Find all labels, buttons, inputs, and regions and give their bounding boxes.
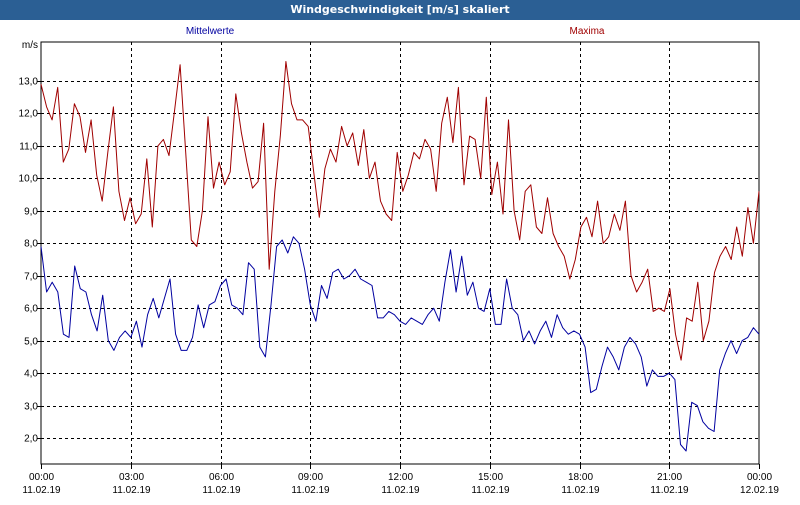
x-tick-labels: 00:00 11.02.19 03:00 11.02.19 06:00 11.02.19 0… (22, 472, 779, 496)
y-tick-label: 3,0 (24, 402, 38, 413)
window-title: Windgeschwindigkeit [m/s] skaliert (0, 0, 800, 20)
x-tick-date: 11.02.19 (650, 485, 689, 496)
x-tick-time: 00:00 (29, 472, 54, 483)
x-tick-time: 03:00 (119, 472, 144, 483)
x-tick-time: 06:00 (209, 472, 234, 483)
x-tick-date: 11.02.19 (561, 485, 600, 496)
x-tick-date: 11.02.19 (381, 485, 420, 496)
legend-maxima: Maxima (569, 26, 604, 37)
y-axis-label: m/s (22, 40, 38, 51)
x-tick-time: 00:00 (747, 472, 772, 483)
y-tick-label: 13,0 (19, 77, 39, 88)
series-line-mittelwerte (40, 236, 760, 452)
series-line-maxima (40, 61, 760, 361)
x-tick-date: 11.02.19 (471, 485, 510, 496)
y-tick-label: 10,0 (19, 174, 39, 185)
y-tick-label: 9,0 (24, 207, 38, 218)
y-tick-label: 6,0 (24, 304, 38, 315)
x-tick-time: 21:00 (657, 472, 682, 483)
y-tick-label: 7,0 (24, 272, 38, 283)
y-tick-labels: 2,0 3,0 4,0 5,0 6,0 7,0 8,0 9,0 10,0 11,0 12,0 13,0 (19, 77, 39, 445)
y-tick-label: 2,0 (24, 434, 38, 445)
y-tick-label: 4,0 (24, 369, 38, 380)
series-layer (40, 61, 760, 452)
x-tick-date: 11.02.19 (22, 485, 61, 496)
y-tick-label: 8,0 (24, 239, 38, 250)
y-tick-label: 5,0 (24, 337, 38, 348)
x-tick-time: 12:00 (388, 472, 413, 483)
chart-area: Mittelwerte Maxima m/s 2,0 3,0 4,0 5,0 6,0 7,… (0, 20, 800, 500)
line-chart: Mittelwerte Maxima m/s 2,0 3,0 4,0 5,0 6,0 7,… (19, 26, 780, 496)
x-tick-time: 15:00 (478, 472, 503, 483)
legend-mittelwerte: Mittelwerte (186, 26, 235, 37)
x-tick-date: 12.02.19 (740, 485, 779, 496)
x-tick-time: 09:00 (298, 472, 323, 483)
x-tick-date: 11.02.19 (291, 485, 330, 496)
x-tick-time: 18:00 (568, 472, 593, 483)
y-tick-label: 11,0 (19, 142, 38, 153)
x-tick-date: 11.02.19 (112, 485, 151, 496)
grid (37, 41, 760, 469)
x-tick-date: 11.02.19 (202, 485, 241, 496)
y-tick-label: 12,0 (19, 109, 39, 120)
